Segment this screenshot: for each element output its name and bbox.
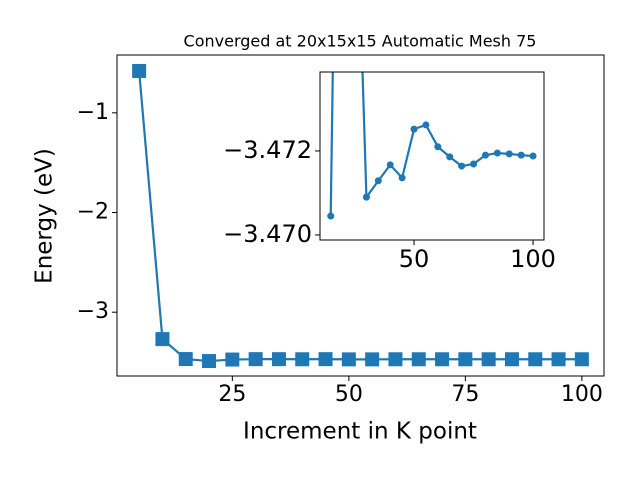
marker — [132, 63, 147, 78]
y-tick-label: −1 — [77, 100, 109, 125]
marker — [517, 151, 525, 159]
x-axis-label: Increment in K point — [243, 419, 477, 445]
y-tick-label: −3.470 — [223, 220, 312, 248]
marker — [435, 352, 450, 367]
marker — [493, 149, 501, 157]
marker — [481, 151, 489, 159]
x-tick-label: 25 — [218, 382, 246, 407]
x-tick-label: 50 — [399, 245, 430, 273]
marker — [248, 352, 263, 367]
x-tick-label: 100 — [510, 245, 556, 273]
marker — [410, 125, 418, 133]
chart-title: Converged at 20x15x15 Automatic Mesh 75 — [184, 32, 537, 51]
marker — [411, 352, 426, 367]
marker — [481, 352, 496, 367]
marker — [422, 121, 430, 129]
plot-frame — [319, 71, 545, 241]
plot-frame — [116, 54, 605, 377]
marker — [202, 354, 217, 369]
y-axis-label: Energy (eV) — [32, 148, 58, 284]
series — [327, 72, 537, 220]
marker — [155, 332, 170, 347]
marker — [374, 177, 382, 185]
y-tick-label: −3.472 — [223, 136, 312, 164]
marker — [386, 161, 394, 169]
marker — [528, 352, 543, 367]
x-tick-label: 50 — [335, 382, 363, 407]
x-tick-label: 100 — [561, 382, 603, 407]
y-tick-label: −2 — [77, 200, 109, 225]
series — [132, 63, 589, 369]
marker — [362, 193, 370, 201]
marker — [574, 352, 589, 367]
marker — [271, 352, 286, 367]
x-tick-label: 75 — [451, 382, 479, 407]
marker — [225, 352, 240, 367]
marker — [434, 143, 442, 151]
marker — [458, 162, 466, 170]
marker — [318, 352, 333, 367]
marker — [388, 352, 403, 367]
marker — [178, 352, 193, 367]
marker — [504, 352, 519, 367]
y-tick-label: −3 — [77, 299, 109, 324]
marker — [551, 352, 566, 367]
marker — [470, 160, 478, 168]
marker — [458, 352, 473, 367]
marker — [341, 352, 356, 367]
marker — [529, 152, 537, 160]
marker — [398, 174, 406, 182]
marker — [505, 150, 513, 158]
marker — [446, 153, 454, 161]
marker — [365, 352, 380, 367]
marker — [327, 212, 335, 220]
marker — [295, 352, 310, 367]
